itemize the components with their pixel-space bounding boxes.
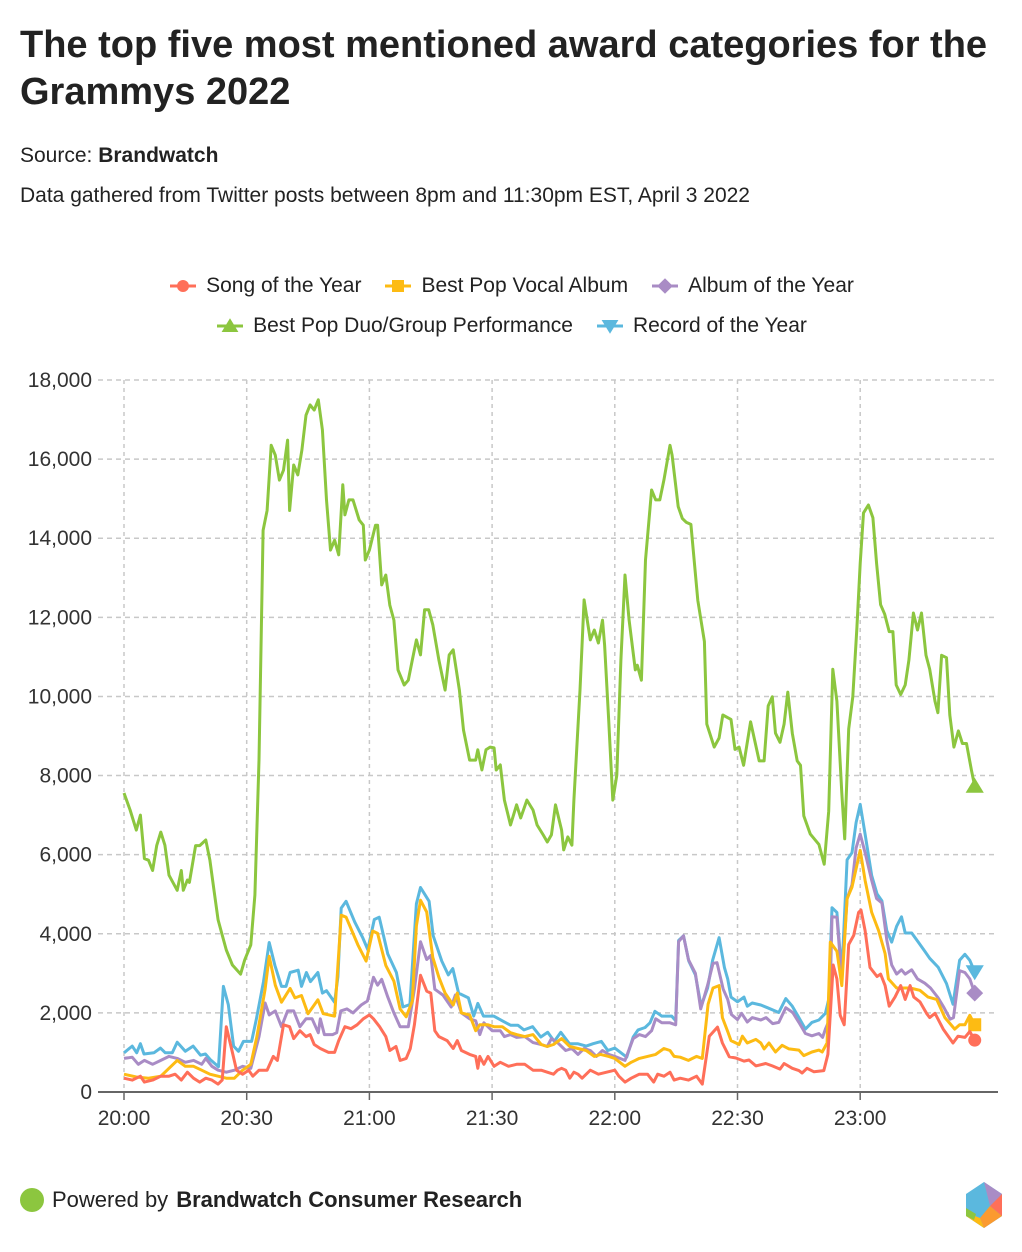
legend-marker-square-icon (385, 280, 412, 292)
legend-label: Best Pop Vocal Album (421, 274, 629, 297)
y-tick-label: 8,000 (39, 765, 92, 788)
legend-label: Best Pop Duo/Group Performance (253, 314, 573, 337)
brand-dot-icon (20, 1188, 44, 1212)
footer-brand-link[interactable]: Brandwatch Consumer Research (176, 1187, 523, 1212)
legend-marker (657, 278, 673, 294)
series-end-marker-diamond (966, 984, 984, 1002)
footer-prefix: Powered by (52, 1187, 169, 1212)
y-tick-label: 0 (80, 1081, 92, 1104)
x-tick-label: 20:30 (220, 1107, 273, 1130)
series-end-marker-triangle-down (965, 965, 984, 981)
source-label: Source: (20, 144, 93, 167)
legend-marker (177, 280, 190, 292)
y-tick-label: 6,000 (39, 844, 92, 867)
series-end-marker-circle (968, 1033, 982, 1047)
x-tick-label: 22:30 (711, 1107, 764, 1130)
line-chart: 0 2,000 4,000 6,000 8,000 10,000 12,000 14,000 1… (28, 369, 998, 1130)
footer: Powered by Brandwatch Consumer Research (20, 1187, 522, 1213)
legend-item[interactable]: Song of the Year (168, 274, 361, 298)
legend-label: Song of the Year (206, 274, 362, 297)
y-tick-label: 16,000 (28, 448, 92, 471)
series-end-marker-triangle-up (965, 777, 984, 793)
legend-item[interactable]: Best Pop Vocal Album (383, 274, 628, 298)
source-line: Source: Brandwatch (20, 144, 218, 168)
legend-marker-diamond-icon (652, 278, 679, 294)
series-line-best-pop-duo-group-performance (122, 398, 977, 976)
y-tick-label: 10,000 (28, 685, 92, 708)
legend-marker (221, 318, 239, 332)
chart-title: The top five most mentioned award catego… (20, 24, 988, 113)
legend-row: Song of the Year Best Pop Vocal Album Albu… (0, 274, 1022, 298)
legend-item[interactable]: Best Pop Duo/Group Performance (215, 314, 573, 338)
source-name: Brandwatch (98, 144, 219, 167)
x-tick-label: 22:00 (589, 1107, 642, 1130)
legend-marker (392, 280, 405, 292)
legend-label: Record of the Year (632, 314, 807, 337)
y-tick-label: 2,000 (39, 1002, 92, 1025)
series-end-marker-square (968, 1018, 982, 1032)
legend-item[interactable]: Record of the Year (595, 314, 807, 338)
x-tick-label: 20:00 (98, 1107, 151, 1130)
brandwatch-logo-icon (966, 1182, 1002, 1228)
legend-marker-triangle-up-icon (217, 318, 244, 332)
legend-marker-triangle-down-icon (596, 320, 623, 334)
x-tick-label: 21:30 (466, 1107, 519, 1130)
x-tick-label: 23:00 (834, 1107, 887, 1130)
y-tick-label: 4,000 (39, 923, 92, 946)
legend-marker-circle-icon (170, 280, 197, 292)
y-tick-label: 12,000 (28, 606, 92, 629)
series-line-song-of-the-year (123, 908, 977, 1086)
series-line-record-of-the-year (123, 802, 977, 1069)
legend-label: Album of the Year (688, 274, 854, 297)
series-line-best-pop-vocal-album (123, 848, 977, 1080)
x-tick-label: 21:00 (343, 1107, 396, 1130)
chart-subtitle: Data gathered from Twitter posts between… (20, 184, 750, 207)
legend-row: Best Pop Duo/Group Performance Record of … (0, 314, 1022, 338)
y-tick-label: 18,000 (28, 369, 92, 392)
legend-item[interactable]: Album of the Year (650, 274, 854, 298)
legend-marker (601, 320, 619, 334)
y-tick-label: 14,000 (28, 527, 92, 550)
